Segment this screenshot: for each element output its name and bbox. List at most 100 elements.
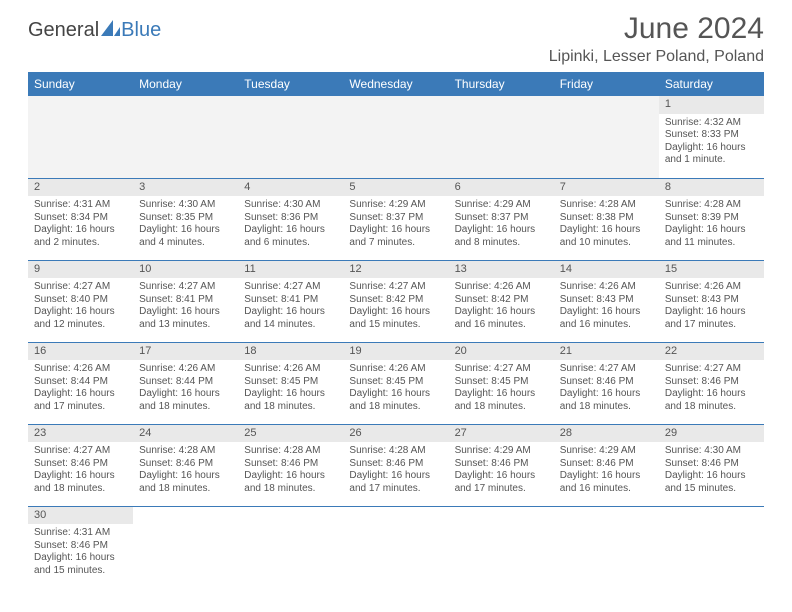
day-number: 8 (659, 179, 764, 197)
logo-text-blue: Blue (121, 19, 161, 42)
day-details: Sunrise: 4:29 AMSunset: 8:46 PMDaylight:… (554, 442, 659, 499)
daylight-line: Daylight: 16 hours and 6 minutes. (244, 224, 337, 249)
day-number: 1 (659, 96, 764, 114)
sunrise-line: Sunrise: 4:30 AM (139, 199, 232, 212)
day-cell: 30Sunrise: 4:31 AMSunset: 8:46 PMDayligh… (28, 506, 133, 588)
day-details: Sunrise: 4:29 AMSunset: 8:37 PMDaylight:… (449, 196, 554, 253)
daylight-line: Daylight: 16 hours and 18 minutes. (34, 470, 127, 495)
day-number: 21 (554, 343, 659, 361)
sunrise-line: Sunrise: 4:29 AM (455, 445, 548, 458)
day-number: 25 (238, 425, 343, 443)
day-number: 13 (449, 261, 554, 279)
daylight-line: Daylight: 16 hours and 17 minutes. (665, 306, 758, 331)
title-block: June 2024 Lipinki, Lesser Poland, Poland (549, 12, 764, 66)
empty-cell (554, 96, 659, 178)
daylight-line: Daylight: 16 hours and 16 minutes. (560, 470, 653, 495)
daylight-line: Daylight: 16 hours and 18 minutes. (139, 470, 232, 495)
day-details: Sunrise: 4:27 AMSunset: 8:46 PMDaylight:… (554, 360, 659, 417)
day-number: 6 (449, 179, 554, 197)
day-number: 14 (554, 261, 659, 279)
day-details: Sunrise: 4:26 AMSunset: 8:43 PMDaylight:… (554, 278, 659, 335)
day-cell: 24Sunrise: 4:28 AMSunset: 8:46 PMDayligh… (133, 424, 238, 506)
day-cell: 26Sunrise: 4:28 AMSunset: 8:46 PMDayligh… (343, 424, 448, 506)
sunset-line: Sunset: 8:46 PM (34, 458, 127, 471)
daylight-line: Daylight: 16 hours and 18 minutes. (349, 388, 442, 413)
sunrise-line: Sunrise: 4:26 AM (139, 363, 232, 376)
weekday-header: Thursday (449, 72, 554, 96)
daylight-line: Daylight: 16 hours and 11 minutes. (665, 224, 758, 249)
day-details: Sunrise: 4:26 AMSunset: 8:44 PMDaylight:… (28, 360, 133, 417)
sunrise-line: Sunrise: 4:27 AM (244, 281, 337, 294)
logo: General Blue (28, 18, 161, 43)
sunrise-line: Sunrise: 4:29 AM (455, 199, 548, 212)
blank-cell (133, 506, 238, 588)
day-details: Sunrise: 4:31 AMSunset: 8:34 PMDaylight:… (28, 196, 133, 253)
day-details: Sunrise: 4:27 AMSunset: 8:41 PMDaylight:… (238, 278, 343, 335)
daylight-line: Daylight: 16 hours and 7 minutes. (349, 224, 442, 249)
sunset-line: Sunset: 8:46 PM (665, 376, 758, 389)
weekday-header: Saturday (659, 72, 764, 96)
day-details: Sunrise: 4:26 AMSunset: 8:43 PMDaylight:… (659, 278, 764, 335)
sunrise-line: Sunrise: 4:29 AM (349, 199, 442, 212)
day-cell: 17Sunrise: 4:26 AMSunset: 8:44 PMDayligh… (133, 342, 238, 424)
day-cell: 28Sunrise: 4:29 AMSunset: 8:46 PMDayligh… (554, 424, 659, 506)
sunset-line: Sunset: 8:46 PM (34, 540, 127, 553)
sunset-line: Sunset: 8:44 PM (139, 376, 232, 389)
day-cell: 4Sunrise: 4:30 AMSunset: 8:36 PMDaylight… (238, 178, 343, 260)
day-details: Sunrise: 4:28 AMSunset: 8:39 PMDaylight:… (659, 196, 764, 253)
sunset-line: Sunset: 8:46 PM (244, 458, 337, 471)
weekday-header-row: Sunday Monday Tuesday Wednesday Thursday… (28, 72, 764, 96)
day-number: 29 (659, 425, 764, 443)
sunrise-line: Sunrise: 4:31 AM (34, 199, 127, 212)
sunrise-line: Sunrise: 4:27 AM (560, 363, 653, 376)
day-number: 10 (133, 261, 238, 279)
day-cell: 10Sunrise: 4:27 AMSunset: 8:41 PMDayligh… (133, 260, 238, 342)
sunset-line: Sunset: 8:33 PM (665, 129, 758, 142)
day-details: Sunrise: 4:27 AMSunset: 8:45 PMDaylight:… (449, 360, 554, 417)
day-cell: 23Sunrise: 4:27 AMSunset: 8:46 PMDayligh… (28, 424, 133, 506)
day-cell: 11Sunrise: 4:27 AMSunset: 8:41 PMDayligh… (238, 260, 343, 342)
weekday-header: Monday (133, 72, 238, 96)
calendar-row: 9Sunrise: 4:27 AMSunset: 8:40 PMDaylight… (28, 260, 764, 342)
sunrise-line: Sunrise: 4:26 AM (244, 363, 337, 376)
sunrise-line: Sunrise: 4:27 AM (34, 445, 127, 458)
day-cell: 14Sunrise: 4:26 AMSunset: 8:43 PMDayligh… (554, 260, 659, 342)
day-number: 3 (133, 179, 238, 197)
calendar-row: 30Sunrise: 4:31 AMSunset: 8:46 PMDayligh… (28, 506, 764, 588)
day-cell: 9Sunrise: 4:27 AMSunset: 8:40 PMDaylight… (28, 260, 133, 342)
day-details: Sunrise: 4:26 AMSunset: 8:45 PMDaylight:… (238, 360, 343, 417)
day-number: 5 (343, 179, 448, 197)
sunset-line: Sunset: 8:41 PM (139, 294, 232, 307)
day-details: Sunrise: 4:27 AMSunset: 8:40 PMDaylight:… (28, 278, 133, 335)
day-cell: 21Sunrise: 4:27 AMSunset: 8:46 PMDayligh… (554, 342, 659, 424)
day-details: Sunrise: 4:29 AMSunset: 8:37 PMDaylight:… (343, 196, 448, 253)
sunset-line: Sunset: 8:37 PM (349, 212, 442, 225)
sunset-line: Sunset: 8:42 PM (349, 294, 442, 307)
empty-cell (343, 96, 448, 178)
daylight-line: Daylight: 16 hours and 17 minutes. (349, 470, 442, 495)
daylight-line: Daylight: 16 hours and 18 minutes. (665, 388, 758, 413)
sunset-line: Sunset: 8:46 PM (349, 458, 442, 471)
day-number: 4 (238, 179, 343, 197)
day-cell: 18Sunrise: 4:26 AMSunset: 8:45 PMDayligh… (238, 342, 343, 424)
day-cell: 29Sunrise: 4:30 AMSunset: 8:46 PMDayligh… (659, 424, 764, 506)
daylight-line: Daylight: 16 hours and 1 minute. (665, 142, 758, 167)
day-number: 12 (343, 261, 448, 279)
sunrise-line: Sunrise: 4:26 AM (560, 281, 653, 294)
daylight-line: Daylight: 16 hours and 18 minutes. (560, 388, 653, 413)
calendar-row: 2Sunrise: 4:31 AMSunset: 8:34 PMDaylight… (28, 178, 764, 260)
day-details: Sunrise: 4:26 AMSunset: 8:45 PMDaylight:… (343, 360, 448, 417)
day-details: Sunrise: 4:27 AMSunset: 8:46 PMDaylight:… (659, 360, 764, 417)
daylight-line: Daylight: 16 hours and 4 minutes. (139, 224, 232, 249)
sunrise-line: Sunrise: 4:27 AM (665, 363, 758, 376)
day-number: 7 (554, 179, 659, 197)
day-cell: 19Sunrise: 4:26 AMSunset: 8:45 PMDayligh… (343, 342, 448, 424)
day-number: 9 (28, 261, 133, 279)
day-details: Sunrise: 4:30 AMSunset: 8:36 PMDaylight:… (238, 196, 343, 253)
sunset-line: Sunset: 8:43 PM (560, 294, 653, 307)
day-number: 11 (238, 261, 343, 279)
day-number: 18 (238, 343, 343, 361)
day-cell: 20Sunrise: 4:27 AMSunset: 8:45 PMDayligh… (449, 342, 554, 424)
day-details: Sunrise: 4:27 AMSunset: 8:41 PMDaylight:… (133, 278, 238, 335)
daylight-line: Daylight: 16 hours and 18 minutes. (244, 388, 337, 413)
